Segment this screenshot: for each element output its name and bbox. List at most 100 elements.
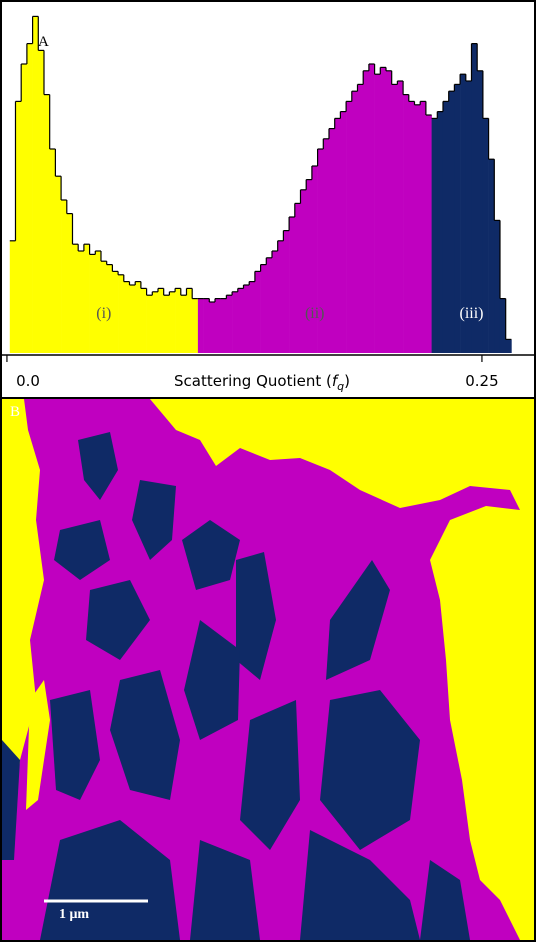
bar bbox=[437, 111, 444, 353]
x-tick-label: 0.25 bbox=[465, 372, 498, 390]
bar bbox=[169, 291, 176, 353]
bar bbox=[448, 91, 455, 353]
bar bbox=[340, 111, 347, 353]
panel-label: B bbox=[10, 404, 20, 420]
bar bbox=[317, 149, 324, 353]
bar bbox=[209, 302, 216, 353]
region-label: (ii) bbox=[305, 305, 325, 322]
bar bbox=[237, 288, 244, 353]
bar bbox=[43, 94, 50, 353]
bar bbox=[21, 64, 28, 353]
bar bbox=[431, 118, 438, 354]
bar bbox=[118, 274, 125, 353]
bar bbox=[374, 74, 381, 353]
segmentation-map bbox=[2, 399, 534, 940]
bar bbox=[499, 298, 506, 353]
bar bbox=[203, 298, 210, 353]
bar bbox=[192, 298, 199, 353]
bar bbox=[32, 16, 39, 354]
bar bbox=[505, 339, 512, 353]
bar bbox=[226, 295, 233, 353]
x-axis-label: Scattering Quotient (fq) bbox=[174, 372, 350, 393]
bar bbox=[385, 70, 392, 354]
histogram: (i) (ii) (iii) bbox=[9, 15, 512, 354]
region-label: (iii) bbox=[459, 305, 483, 322]
bar bbox=[26, 43, 33, 353]
bar bbox=[106, 264, 113, 353]
bar bbox=[328, 128, 335, 353]
bar bbox=[243, 285, 250, 353]
bar bbox=[363, 70, 370, 354]
bar bbox=[61, 200, 68, 353]
x-label-close: ) bbox=[344, 372, 350, 390]
bar bbox=[266, 257, 273, 353]
bar bbox=[214, 298, 221, 353]
bar bbox=[49, 149, 56, 353]
bar bbox=[123, 281, 130, 353]
bar bbox=[220, 298, 227, 353]
bar bbox=[140, 288, 147, 353]
bar bbox=[351, 91, 358, 353]
bar bbox=[465, 81, 472, 353]
x-label-text: Scattering Quotient ( bbox=[174, 372, 332, 390]
region-label: (i) bbox=[96, 305, 111, 322]
panel-label: A bbox=[38, 34, 49, 50]
x-tick-label: 0.0 bbox=[16, 372, 40, 390]
bar bbox=[460, 74, 467, 353]
bar bbox=[482, 118, 489, 354]
bar bbox=[260, 264, 267, 353]
bar bbox=[9, 240, 16, 353]
bar bbox=[414, 104, 421, 353]
bar bbox=[300, 189, 307, 353]
bar bbox=[289, 217, 296, 353]
bar bbox=[488, 159, 495, 353]
bar bbox=[477, 70, 484, 354]
bar bbox=[357, 84, 364, 354]
bar bbox=[72, 244, 79, 353]
bar bbox=[78, 251, 85, 353]
bar bbox=[83, 244, 90, 353]
bar bbox=[323, 138, 330, 353]
bar bbox=[391, 84, 398, 354]
bar bbox=[89, 254, 96, 353]
bar bbox=[254, 271, 261, 353]
bar bbox=[197, 298, 204, 353]
bar bbox=[175, 288, 182, 353]
bar bbox=[420, 101, 427, 354]
bar bbox=[163, 295, 170, 353]
bar bbox=[408, 101, 415, 354]
bar bbox=[306, 179, 313, 353]
bar bbox=[129, 285, 136, 353]
bar bbox=[425, 115, 432, 353]
bar bbox=[442, 101, 449, 354]
bar bbox=[186, 288, 193, 353]
bar bbox=[403, 94, 410, 353]
bar bbox=[157, 288, 164, 353]
bar bbox=[55, 176, 62, 353]
bar bbox=[249, 281, 256, 353]
bar bbox=[180, 295, 187, 353]
bar bbox=[471, 43, 478, 353]
bar bbox=[232, 291, 239, 353]
bar bbox=[283, 230, 290, 353]
x-label-subscript: q bbox=[337, 380, 344, 393]
bar bbox=[146, 295, 153, 353]
bar bbox=[112, 271, 119, 353]
bar bbox=[135, 281, 142, 353]
scale-bar-label: 1 μm bbox=[59, 907, 89, 922]
bar bbox=[15, 101, 22, 354]
bar bbox=[95, 251, 102, 353]
bar bbox=[277, 240, 284, 353]
bar bbox=[100, 261, 107, 353]
bar bbox=[311, 166, 318, 353]
bar bbox=[380, 67, 387, 354]
bar bbox=[38, 50, 45, 354]
x-label-symbol: f bbox=[332, 372, 340, 390]
bar bbox=[334, 118, 341, 354]
bar bbox=[294, 203, 301, 353]
bar bbox=[66, 213, 73, 353]
bar bbox=[346, 101, 353, 354]
